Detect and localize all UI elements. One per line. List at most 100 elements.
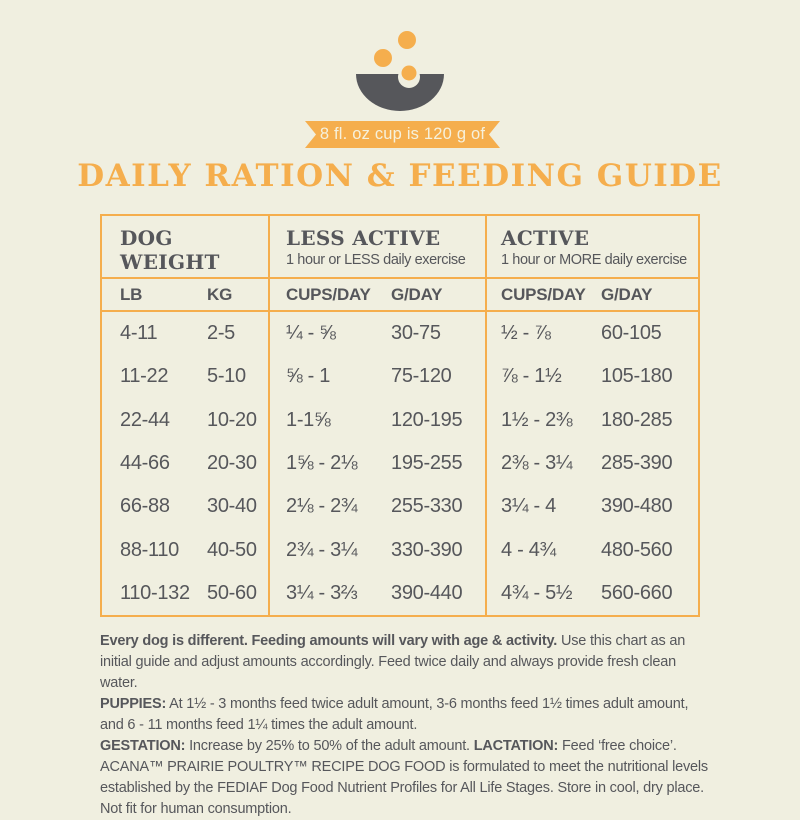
note-general-text: Use this chart as an initial guide and a… [100, 633, 686, 691]
cell-cups-range: ½ - ⅞ [501, 322, 551, 345]
col-header-cups: CUPS/DAY [286, 284, 371, 304]
cell-cups-range: 3¼ - 4 [501, 495, 556, 518]
cell-lb-range: 88-110 [120, 538, 179, 561]
column-header-row: LB KG [102, 277, 268, 312]
note-gestation-lactation: GESTATION: Increase by 25% to 50% of the… [100, 736, 715, 757]
section-header: ACTIVE 1 hour or MORE daily exercise [487, 216, 698, 277]
cell-grams-range: 390-440 [391, 581, 463, 604]
cell-cups-range: 2⅛ - 2¾ [286, 495, 358, 518]
cell-cups-range: 2¾ - 3¼ [286, 538, 358, 561]
cell-kg-range: 2-5 [207, 322, 236, 345]
cell-kg-range: 20-30 [207, 451, 257, 474]
cell-lb-range: 66-88 [120, 495, 170, 518]
table-row: ½ - ⅞ 60-105 [487, 312, 698, 355]
table-row: 3¼ - 3⅔ 390-440 [270, 572, 485, 615]
cell-grams-range: 195-255 [391, 451, 463, 474]
column-header-row: CUPS/DAY G/DAY [487, 277, 698, 312]
cell-grams-range: 30-75 [391, 322, 441, 345]
cell-grams-range: 180-285 [601, 408, 673, 431]
table-row: 4-11 2-5 [102, 312, 268, 355]
cup-measure-banner: 8 fl. oz cup is 120 g of food [305, 121, 500, 148]
cell-cups-range: 1⅝ - 2⅛ [286, 451, 358, 474]
cell-grams-range: 75-120 [391, 365, 452, 388]
cell-grams-range: 480-560 [601, 538, 673, 561]
cell-kg-range: 40-50 [207, 538, 257, 561]
cell-cups-range: 1½ - 2⅜ [501, 408, 573, 431]
cell-grams-range: 285-390 [601, 451, 673, 474]
cell-cups-range: ⅝ - 1 [286, 365, 331, 388]
cell-cups-range: 4¾ - 5½ [501, 581, 573, 604]
cell-grams-range: 390-480 [601, 495, 673, 518]
table-row: 88-110 40-50 [102, 528, 268, 571]
cell-grams-range: 105-180 [601, 365, 673, 388]
table-row: ¼ - ⅝ 30-75 [270, 312, 485, 355]
cell-lb-range: 22-44 [120, 408, 170, 431]
note-lactation-text: Feed ‘free choice’. [558, 738, 677, 754]
cell-cups-range: ⅞ - 1½ [501, 365, 562, 388]
section-body: 4-11 2-5 11-22 5-10 22-44 10-20 44-66 20… [102, 312, 268, 615]
cell-cups-range: ¼ - ⅝ [286, 322, 336, 345]
note-puppies-text: At 1½ - 3 months feed twice adult amount… [100, 696, 689, 733]
note-puppies: PUPPIES: At 1½ - 3 months feed twice adu… [100, 694, 715, 736]
note-gestation-text: Increase by 25% to 50% of the adult amou… [185, 738, 474, 754]
cell-grams-range: 330-390 [391, 538, 463, 561]
section-body: ¼ - ⅝ 30-75 ⅝ - 1 75-120 1-1⅝ 120-195 1⅝… [270, 312, 485, 615]
table-row: 22-44 10-20 [102, 399, 268, 442]
cell-cups-range: 1-1⅝ [286, 408, 331, 431]
col-header-kg: KG [207, 284, 233, 304]
table-row: 2¾ - 3¼ 330-390 [270, 528, 485, 571]
note-puppies-label: PUPPIES: [100, 696, 167, 712]
section-subtitle: 1 hour or LESS daily exercise [286, 252, 466, 268]
cell-grams-range: 560-660 [601, 581, 673, 604]
column-header-row: CUPS/DAY G/DAY [270, 277, 485, 312]
kibble-dot-icon [398, 31, 416, 49]
section-subtitle: 1 hour or MORE daily exercise [501, 252, 687, 268]
section-dog-weight: DOG WEIGHT LB KG 4-11 2-5 11-22 5-10 22-… [102, 216, 268, 615]
table-row: 11-22 5-10 [102, 355, 268, 398]
feeding-table: DOG WEIGHT LB KG 4-11 2-5 11-22 5-10 22-… [100, 214, 700, 617]
cell-lb-range: 11-22 [120, 365, 169, 388]
table-row: 1⅝ - 2⅛ 195-255 [270, 442, 485, 485]
kibble-dot-icon [374, 49, 392, 67]
table-row: ⅝ - 1 75-120 [270, 355, 485, 398]
cell-kg-range: 10-20 [207, 408, 257, 431]
table-row: 1-1⅝ 120-195 [270, 399, 485, 442]
col-header-grams: G/DAY [601, 284, 653, 304]
cell-lb-range: 110-132 [120, 581, 190, 604]
section-active: ACTIVE 1 hour or MORE daily exercise CUP… [485, 216, 698, 615]
section-less-active: LESS ACTIVE 1 hour or LESS daily exercis… [268, 216, 485, 615]
section-body: ½ - ⅞ 60-105 ⅞ - 1½ 105-180 1½ - 2⅜ 180-… [487, 312, 698, 615]
table-row: 1½ - 2⅜ 180-285 [487, 399, 698, 442]
cell-kg-range: 5-10 [207, 365, 246, 388]
cell-cups-range: 2⅜ - 3¼ [501, 451, 573, 474]
note-general-bold: Every dog is different. Feeding amounts … [100, 633, 558, 649]
table-row: ⅞ - 1½ 105-180 [487, 355, 698, 398]
cell-kg-range: 30-40 [207, 495, 257, 518]
note-storage-text: ACANA™ PRAIRIE POULTRY™ RECIPE DOG FOOD … [100, 759, 708, 817]
feeding-notes: Every dog is different. Feeding amounts … [100, 631, 715, 820]
cell-cups-range: 4 - 4¾ [501, 538, 556, 561]
note-storage: ACANA™ PRAIRIE POULTRY™ RECIPE DOG FOOD … [100, 757, 715, 820]
table-row: 2⅜ - 3¼ 285-390 [487, 442, 698, 485]
cell-lb-range: 44-66 [120, 451, 170, 474]
col-header-cups: CUPS/DAY [501, 284, 586, 304]
cell-kg-range: 50-60 [207, 581, 257, 604]
table-row: 2⅛ - 2¾ 255-330 [270, 485, 485, 528]
cell-lb-range: 4-11 [120, 322, 158, 345]
bowl-illustration [352, 28, 448, 114]
table-row: 110-132 50-60 [102, 572, 268, 615]
cell-grams-range: 255-330 [391, 495, 463, 518]
note-gestation-label: GESTATION: [100, 738, 186, 754]
page-title: DAILY RATION & FEEDING GUIDE [77, 158, 723, 194]
table-row: 4¾ - 5½ 560-660 [487, 572, 698, 615]
section-title: LESS ACTIVE [286, 226, 441, 250]
table-row: 3¼ - 4 390-480 [487, 485, 698, 528]
table-row: 66-88 30-40 [102, 485, 268, 528]
col-header-grams: G/DAY [391, 284, 443, 304]
cell-grams-range: 120-195 [391, 408, 463, 431]
section-header: DOG WEIGHT [102, 216, 268, 277]
note-general: Every dog is different. Feeding amounts … [100, 631, 715, 694]
section-title: DOG WEIGHT [120, 226, 220, 274]
kibble-dot-icon [401, 65, 417, 81]
cell-grams-range: 60-105 [601, 322, 662, 345]
